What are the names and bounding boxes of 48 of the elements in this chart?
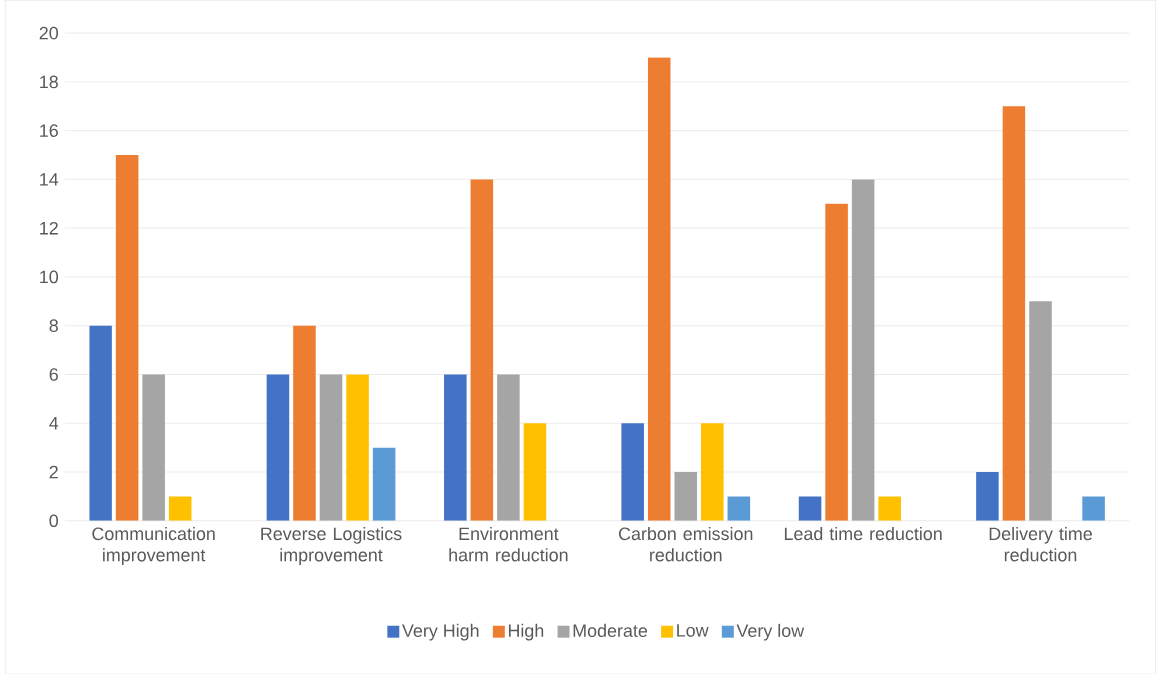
bar <box>851 179 875 521</box>
y-tick-label: 12 <box>40 221 58 235</box>
bar <box>976 471 999 521</box>
bar <box>142 374 165 521</box>
bar <box>825 203 848 521</box>
bar <box>372 447 396 521</box>
bar <box>621 423 644 521</box>
y-tick-label: 0 <box>49 514 59 527</box>
y-tick-label: 18 <box>40 75 58 89</box>
legend-label: Low <box>677 624 709 637</box>
bar <box>444 374 467 521</box>
y-tick-label: 14 <box>40 173 59 186</box>
legend-label: Moderate <box>573 623 648 637</box>
bar <box>470 179 494 521</box>
bar <box>798 496 822 521</box>
y-tick-label: 10 <box>40 270 59 284</box>
bar <box>497 374 520 521</box>
x-tick-label: Delivery time reduction <box>989 526 1092 562</box>
bar <box>346 374 369 521</box>
bar <box>701 423 724 521</box>
y-tick-label: 6 <box>49 367 58 381</box>
y-tick-label: 16 <box>40 124 58 137</box>
bar <box>727 496 751 521</box>
bar <box>1082 496 1105 521</box>
x-tick-label: Communication improvement <box>92 526 215 565</box>
y-tick-label: 2 <box>49 465 58 479</box>
x-tick-label: Environment harm reduction <box>449 526 568 562</box>
bar <box>293 325 316 521</box>
bar <box>168 496 192 521</box>
bar <box>523 423 547 521</box>
x-tick-label: Carbon emission reduction <box>618 526 753 562</box>
bar <box>89 325 112 521</box>
bar <box>266 374 290 521</box>
x-tick-label: Lead time reduction <box>784 526 942 541</box>
y-tick-label: 20 <box>39 26 59 40</box>
bar <box>1029 301 1052 521</box>
bar <box>878 496 901 521</box>
legend-label: High <box>508 623 544 641</box>
bar <box>115 154 139 521</box>
y-tick-label: 8 <box>49 319 58 332</box>
legend-label: Very High <box>402 623 479 641</box>
bar <box>647 57 671 521</box>
bar <box>674 471 698 521</box>
bar <box>319 374 343 521</box>
x-tick-label: Reverse Logistics improvement <box>261 526 402 565</box>
bar <box>1002 106 1026 521</box>
y-tick-label: 4 <box>49 416 59 430</box>
legend-label: Very low <box>736 623 805 641</box>
